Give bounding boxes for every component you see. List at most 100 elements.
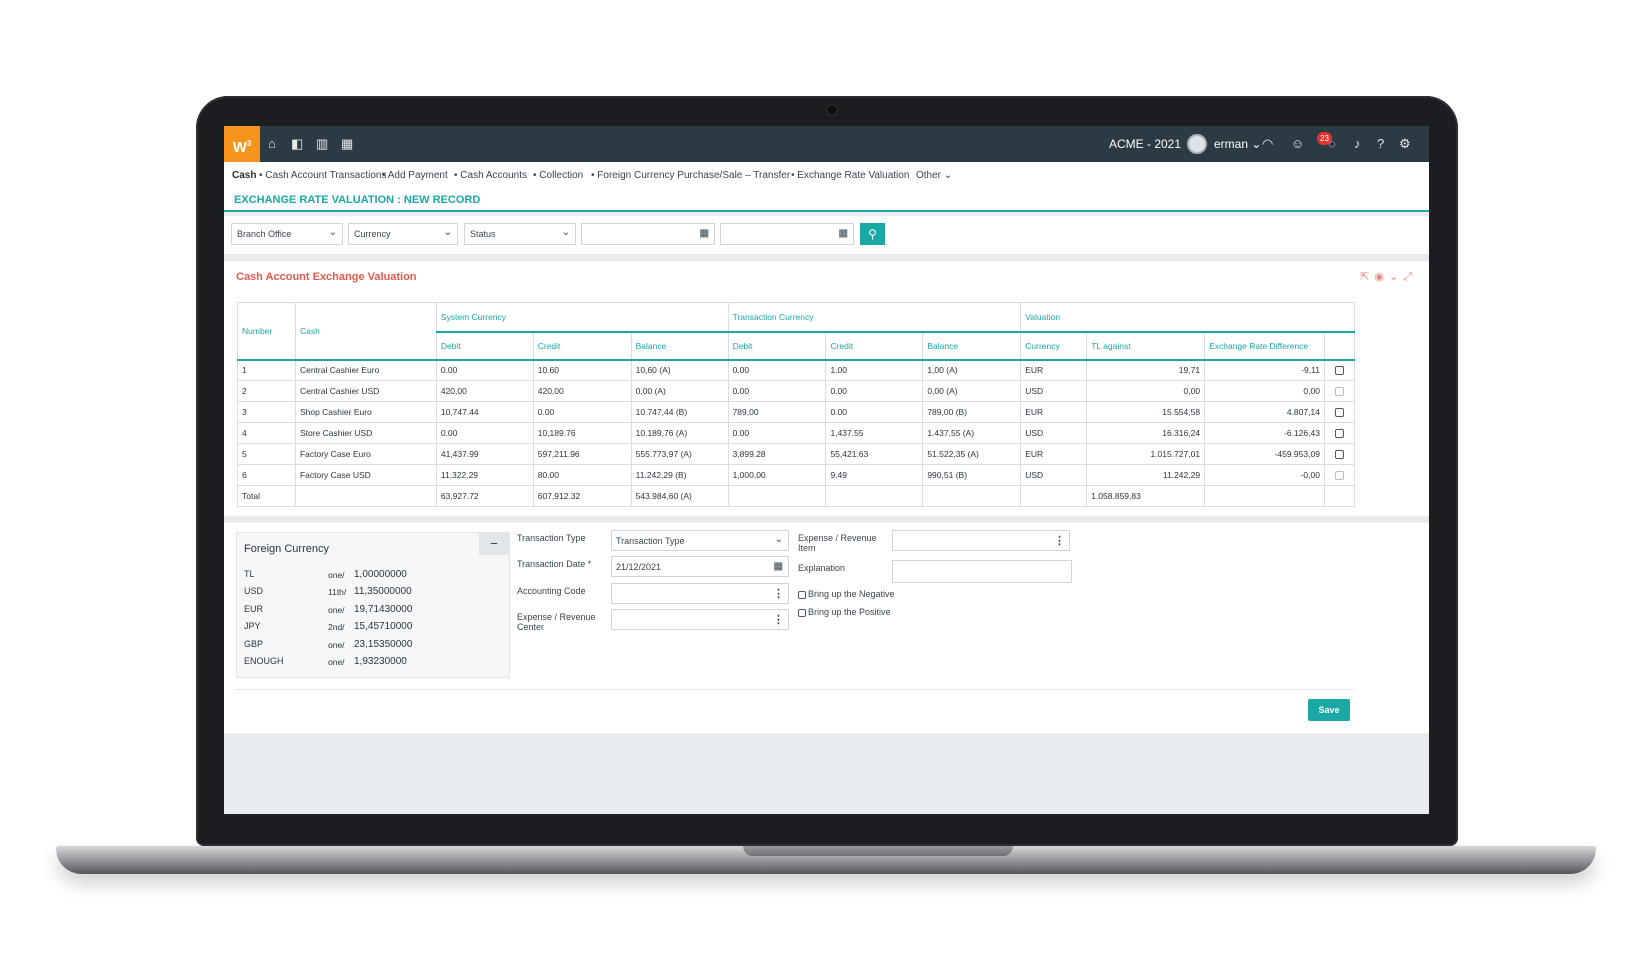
chevron-down-icon: ⌄ [774,534,783,545]
calendar-icon[interactable]: ▦ [838,228,848,239]
transaction-date-input[interactable]: 21/12/2021 ▦ [611,556,789,577]
date-from-input[interactable]: ▦ [581,223,715,245]
cell-tr-balance: 990,51 (B) [922,464,1022,486]
currency-code: EUR [244,604,264,614]
cell-tr-balance: 1.437,55 (A) [922,422,1022,444]
eye-icon[interactable]: ◉ [1374,271,1389,283]
row-checkbox[interactable] [1334,429,1344,439]
accounting-code-input[interactable]: ⋮ [611,583,789,604]
app-logo[interactable]: W3 [224,126,260,162]
row-checkbox[interactable] [1334,471,1344,481]
save-button[interactable]: Save [1308,699,1350,721]
crumb-cash-accounts[interactable]: • Cash Accounts [454,170,527,181]
cell-currency: EUR [1020,443,1088,465]
crumb-cash[interactable]: Cash [232,170,257,181]
more-options-icon[interactable]: ⋮ [1054,535,1065,547]
cell-tr-debit: 789,00 [727,401,827,423]
bring-negative-option[interactable]: Bring up the Negative [798,589,895,599]
bring-positive-option[interactable]: Bring up the Positive [798,607,891,617]
tag-icon[interactable]: ◧ [291,136,304,151]
total-cash [294,485,437,507]
cell-exchange-diff: -9,11 [1204,359,1325,381]
page-title: EXCHANGE RATE VALUATION : NEW RECORD [234,194,481,206]
foreign-currency-box: Foreign Currency − TL one/ 1,00000000 US… [236,532,510,678]
expand-icon[interactable]: ⤢ [1403,271,1417,283]
crumb-other[interactable]: Other ⌄ [916,170,952,181]
explanation-textarea[interactable] [892,560,1072,583]
branch-select[interactable]: Branch Office ⌄ [231,223,343,245]
expense-center-input[interactable]: ⋮ [611,609,789,630]
cell-sys-credit: 10.60 [532,359,632,381]
total-label: Total [237,485,296,507]
home-icon[interactable]: ⌂ [268,136,276,151]
calendar-icon[interactable]: ▦ [773,561,783,572]
bell-icon[interactable]: ♪ [1354,136,1361,151]
collapse-button[interactable]: − [479,533,509,555]
row-checkbox[interactable] [1334,450,1344,460]
header-tr-balance: Balance [922,331,1022,361]
cell-tr-credit: 0.00 [825,380,924,402]
cell-sys-balance: 0,00 (A) [630,380,729,402]
form-panel: Foreign Currency − TL one/ 1,00000000 US… [224,523,1429,733]
bring-positive-checkbox[interactable] [798,608,806,617]
cell-tl-against: 0,00 [1086,380,1206,402]
row-checkbox[interactable] [1334,408,1344,418]
crumb-collection[interactable]: • Collection [533,170,584,181]
calendar-icon[interactable]: ▦ [699,228,709,239]
currency-unit: 2nd/ [328,622,345,632]
crumb-exchange-rate-valuation[interactable]: • Exchange Rate Valuation [791,170,910,181]
chat-icon[interactable]: ◌ [1328,136,1336,151]
table-row[interactable]: 2 Central Cashier USD 420,00 420,00 0,00… [237,380,1356,402]
crumb-cash-account-transactions[interactable]: • Cash Account Transactions [259,170,387,181]
bring-negative-checkbox[interactable] [798,590,806,599]
help-icon[interactable]: ? [1377,136,1385,151]
row-checkbox[interactable] [1334,387,1344,397]
currency-unit: one/ [328,657,345,667]
transaction-type-select[interactable]: Transaction Type ⌄ [611,530,789,551]
date-to-input[interactable]: ▦ [720,223,854,245]
crumb-foreign-currency[interactable]: • Foreign Currency Purchase/Sale – Trans… [591,170,791,181]
user-menu[interactable]: erman ⌄ [1214,137,1261,151]
smiley-icon[interactable]: ☺ [1291,136,1305,151]
bar-chart-icon[interactable]: ▥ [316,136,329,151]
cell-tr-debit: 0.00 [727,422,827,444]
cell-sys-balance: 10.747,44 (B) [630,401,729,423]
header-sys-debit: Debit [435,331,534,361]
calendar-icon[interactable]: ▦ [341,136,354,151]
chevron-down-icon[interactable]: ⌄ [1388,271,1404,283]
status-select[interactable]: Status ⌄ [464,223,576,245]
row-checkbox[interactable] [1334,366,1344,376]
currency-select[interactable]: Currency ⌄ [348,223,458,245]
laptop-base [56,846,1596,874]
more-options-icon[interactable]: ⋮ [773,588,784,600]
export-icon[interactable]: ⇱ [1360,271,1375,283]
search-button[interactable]: ⚲ [860,223,885,245]
crumb-add-payment[interactable]: • Add Payment [382,170,448,181]
cell-exchange-diff: 0,00 [1204,380,1325,402]
cell-sys-credit: 597,211.96 [532,443,632,465]
table-row[interactable]: 6 Factory Case USD 11,322.29 80.00 11.24… [237,464,1356,486]
total-sys-balance: 543.984,60 (A) [630,485,729,507]
filter-bar: Branch Office ⌄ Currency ⌄ Status ⌄ ▦ ▦ ⚲ [224,216,1429,254]
cell-tr-debit: 0.00 [727,380,827,402]
cell-select [1323,401,1356,423]
table-row[interactable]: 4 Store Cashier USD 0.00 10,189.76 10.18… [237,422,1356,444]
cell-cash: Central Cashier USD [294,380,437,402]
company-name[interactable]: ACME - 2021 [1109,137,1182,151]
headset-icon[interactable]: ◠ [1262,136,1274,151]
currency-unit: 11th/ [328,587,347,597]
more-options-icon[interactable]: ⋮ [773,614,784,626]
cell-tr-balance: 51.522,35 (A) [922,443,1022,465]
header-valuation: Valuation [1020,302,1355,333]
currency-code: TL [244,569,255,579]
title-bar: EXCHANGE RATE VALUATION : NEW RECORD [224,186,1429,212]
expense-item-input[interactable]: ⋮ [892,530,1070,551]
cell-cash: Central Cashier Euro [294,359,437,381]
table-row[interactable]: 3 Shop Cashier Euro 10,747.44 0.00 10.74… [237,401,1356,423]
table-row[interactable]: 5 Factory Case Euro 41,437.99 597,211.96… [237,443,1356,465]
avatar[interactable] [1187,134,1207,154]
gear-icon[interactable]: ⚙ [1399,136,1411,151]
cell-exchange-diff: -0,00 [1204,464,1325,486]
table-row[interactable]: 1 Central Cashier Euro 0.00 10.60 10,60 … [237,359,1356,381]
header-system-currency: System Currency [435,302,729,333]
